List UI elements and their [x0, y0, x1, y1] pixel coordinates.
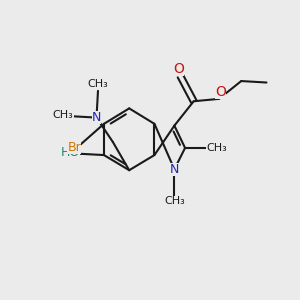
Text: O: O — [173, 62, 184, 76]
Text: Br: Br — [67, 141, 81, 154]
Text: CH₃: CH₃ — [53, 110, 74, 120]
Text: N: N — [170, 163, 179, 176]
Text: CH₃: CH₃ — [206, 143, 227, 153]
Text: CH₃: CH₃ — [164, 196, 185, 206]
Text: O: O — [215, 85, 226, 99]
Text: CH₃: CH₃ — [88, 79, 108, 89]
Text: HO: HO — [61, 146, 80, 159]
Text: N: N — [92, 111, 101, 124]
